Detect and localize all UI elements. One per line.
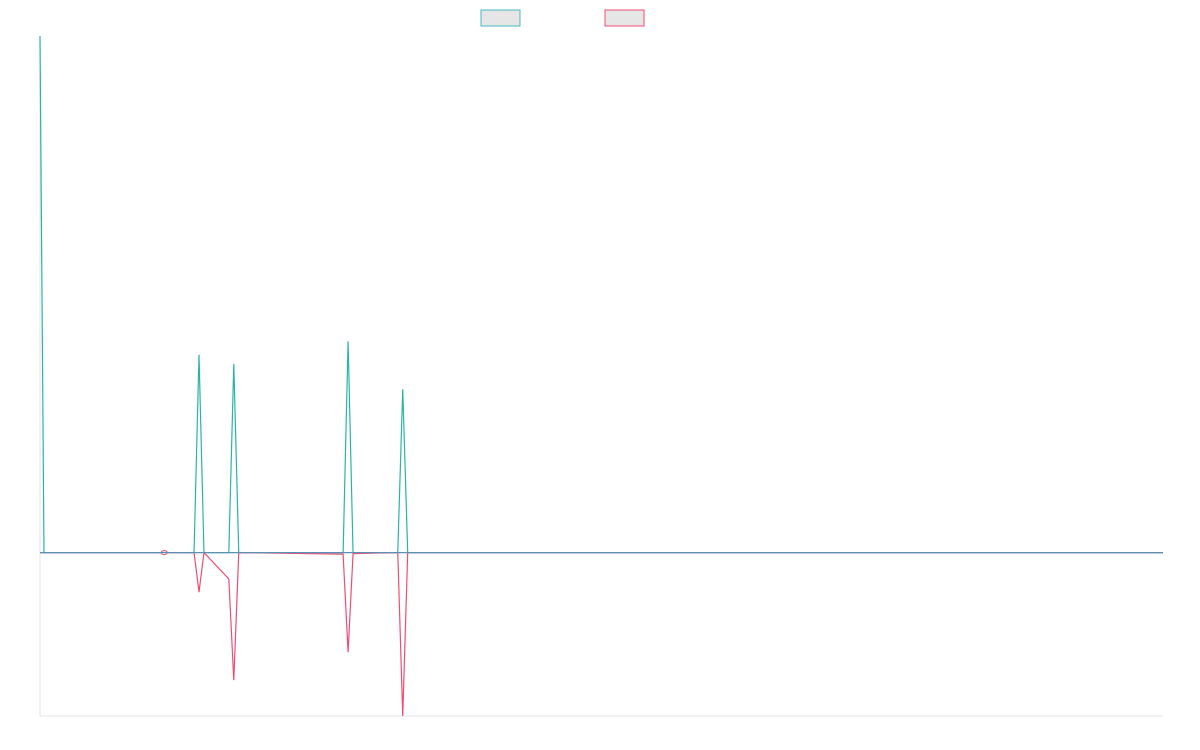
series-line-2: [40, 551, 1163, 717]
series-line-1: [39, 35, 1163, 554]
series-layer: [39, 35, 1163, 717]
legend-swatch-series-1[interactable]: [480, 9, 521, 27]
legend[interactable]: [480, 9, 645, 27]
axes: [39, 36, 1163, 717]
legend-swatch-series-2[interactable]: [604, 9, 645, 27]
